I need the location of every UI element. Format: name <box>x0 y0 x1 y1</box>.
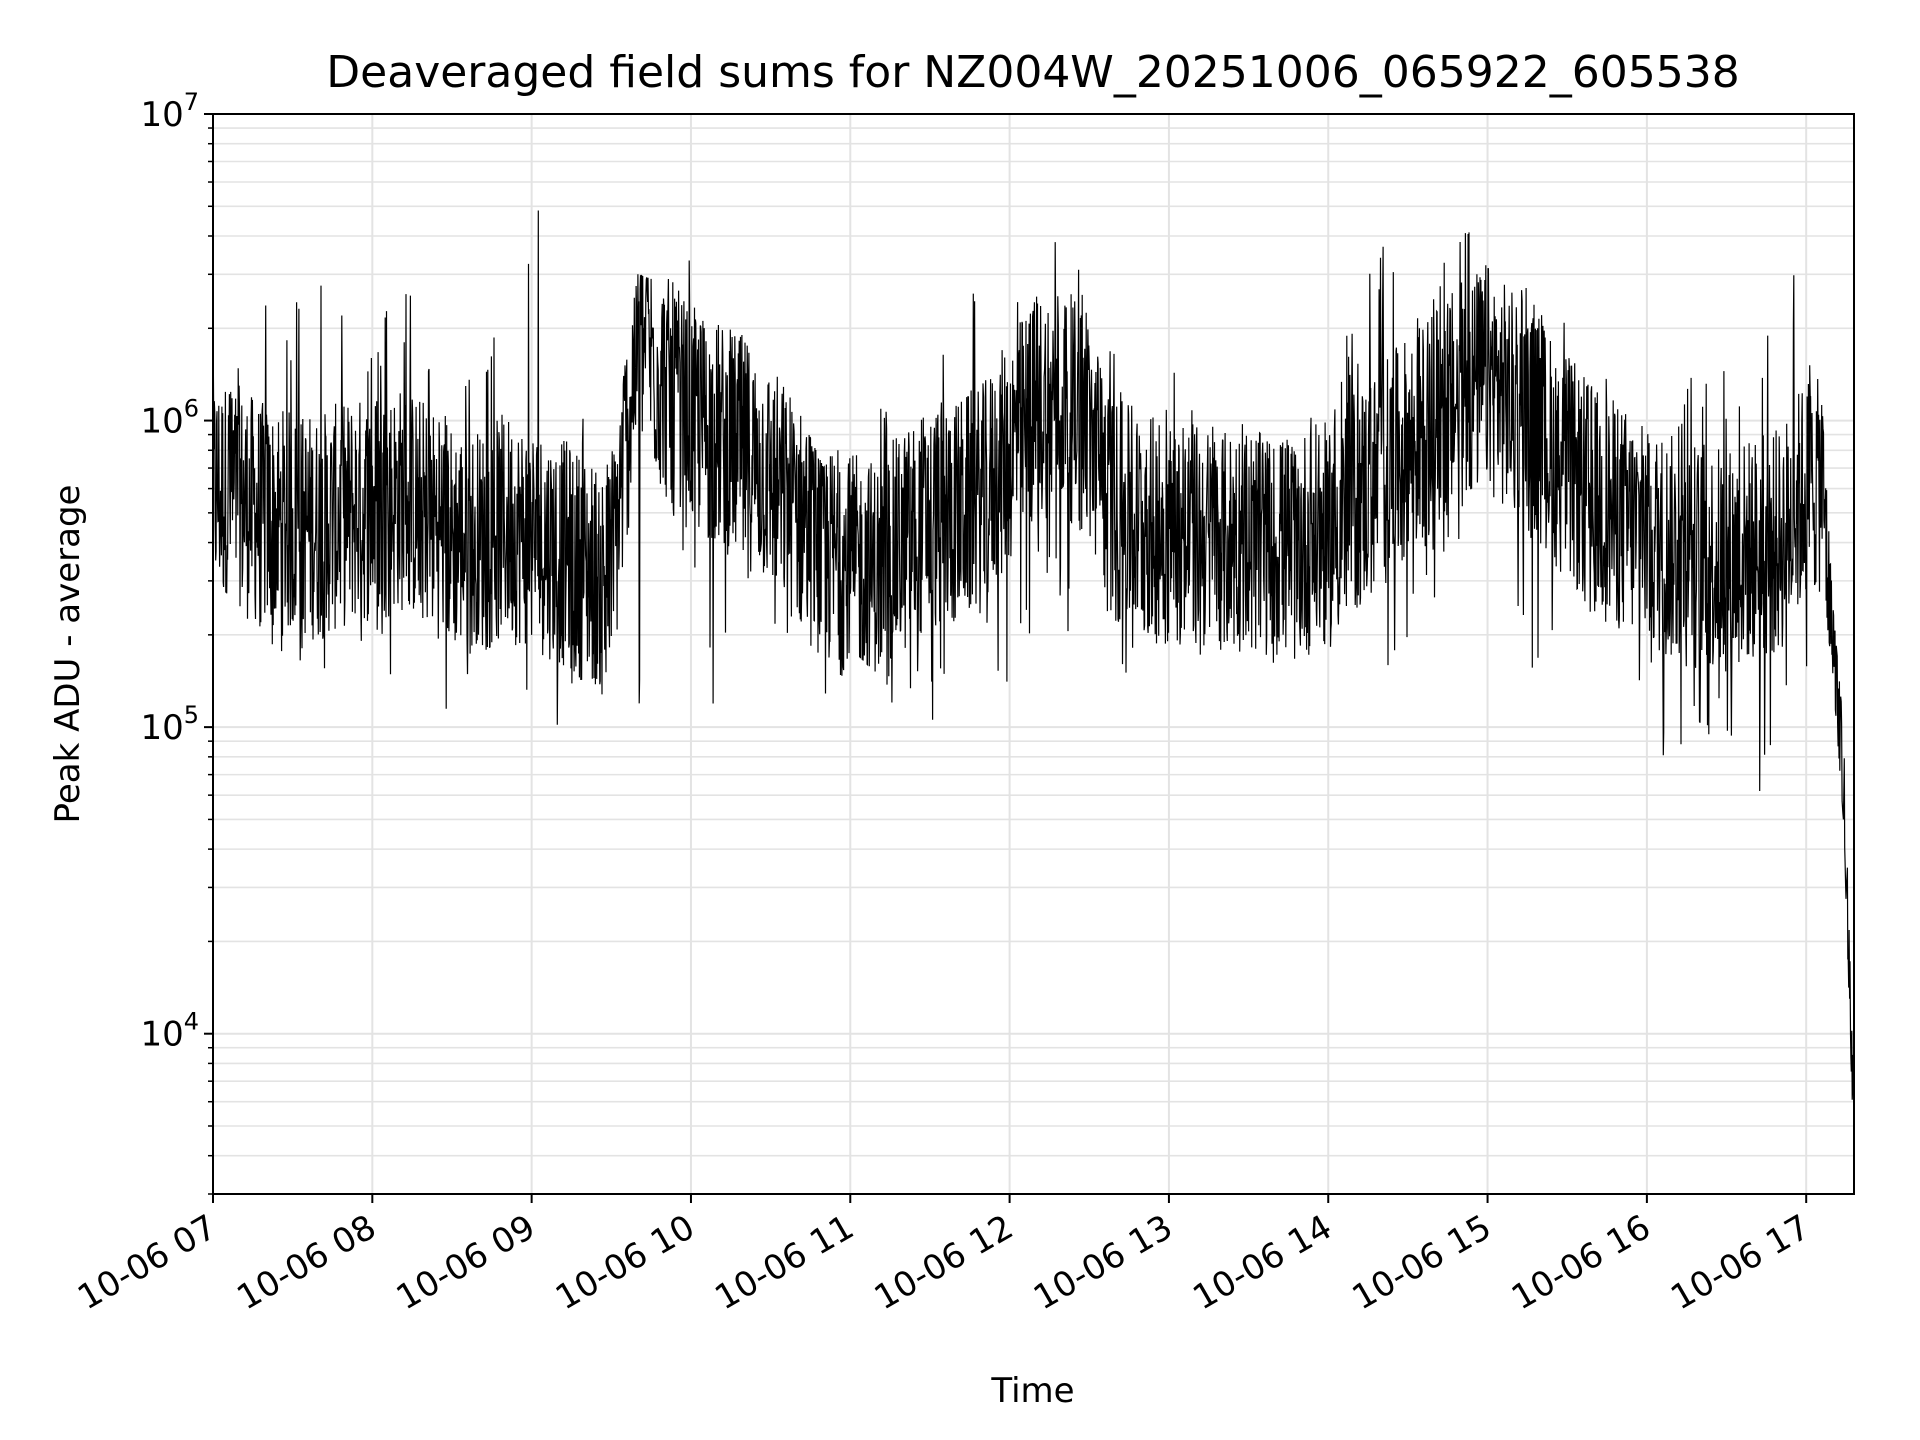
y-tick-label: 104 <box>140 1008 199 1055</box>
plot-data <box>212 210 1855 1141</box>
plot-frame <box>212 113 1855 1195</box>
series-line <box>212 210 1855 1141</box>
chart-title: Deaveraged field sums for NZ004W_2025100… <box>326 47 1739 98</box>
y-tick-label: 105 <box>140 701 199 748</box>
y-tick-label: 107 <box>140 88 199 135</box>
y-tick-label: 106 <box>140 395 199 442</box>
x-axis-label: Time <box>990 1371 1074 1411</box>
y-axis-label: Peak ADU - average <box>48 485 88 824</box>
